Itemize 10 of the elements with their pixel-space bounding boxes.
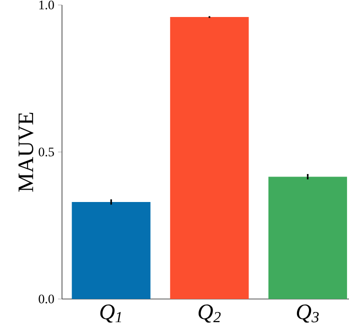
y-tick-label: 0.5	[38, 148, 54, 156]
y-axis-title: MAUVE	[18, 112, 34, 192]
y-tick-label: 0.0	[38, 294, 54, 304]
x-tick-label: Q$_{2}$	[198, 304, 221, 323]
y-tick-label: 1.0	[39, 0, 54, 10]
bar	[72, 202, 150, 299]
bar	[170, 17, 249, 299]
x-tick-label: Q$_{3}$	[296, 304, 319, 323]
bar	[268, 176, 348, 299]
x-tick-label: Q$_{1}$	[100, 304, 122, 323]
